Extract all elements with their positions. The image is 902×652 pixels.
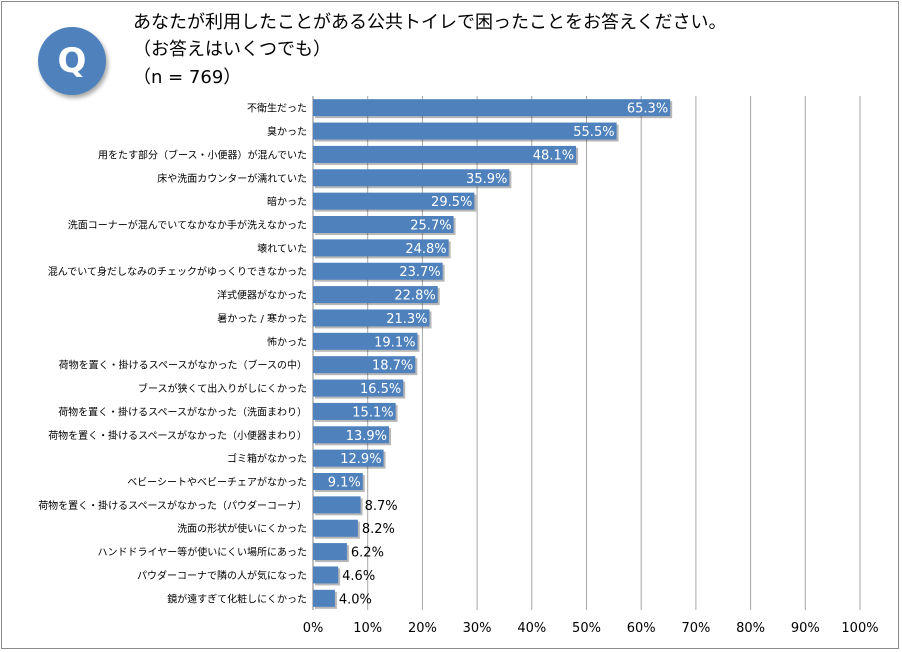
bar bbox=[313, 309, 430, 327]
bar bbox=[313, 402, 396, 420]
bar bbox=[313, 589, 335, 607]
category-label: 洋式便器がなかった bbox=[217, 289, 307, 302]
bar bbox=[313, 169, 510, 187]
value-label: 12.9% bbox=[340, 452, 381, 467]
category-label: 鏡が遠すぎて化粧しにくかった bbox=[167, 592, 307, 605]
bar bbox=[313, 332, 418, 350]
category-label: ベビーシートやベビーチェアがなかった bbox=[127, 476, 307, 489]
question-badge-letter: Q bbox=[57, 41, 87, 81]
category-label: 不衛生だった bbox=[247, 102, 307, 115]
bar bbox=[313, 473, 363, 490]
category-label: 怖かった bbox=[267, 335, 307, 348]
category-label: 荷物を置く・掛けるスペースがなかった（洗面まわり） bbox=[58, 405, 307, 418]
category-label: 荷物を置く・掛けるスペースがなかった（小便器まわり） bbox=[48, 429, 307, 442]
category-label: 洗面コーナーが混んでいてなかなか手が洗えなかった bbox=[68, 219, 307, 232]
sample-size: （n = 769） bbox=[133, 67, 242, 88]
category-label: ゴミ箱がなかった bbox=[227, 452, 307, 465]
category-label: 臭かった bbox=[267, 125, 307, 138]
category-label: ブースが狭くて出入りがしにくかった bbox=[138, 382, 307, 395]
category-label: 暗かった bbox=[267, 195, 307, 208]
value-label: 22.8% bbox=[394, 289, 435, 304]
category-label: 混んでいて身だしなみのチェックがゆっくりできなかった bbox=[48, 265, 307, 278]
x-tick-label: 10% bbox=[353, 621, 382, 636]
value-label: 9.1% bbox=[328, 476, 361, 491]
bar bbox=[313, 122, 617, 140]
x-tick-label: 20% bbox=[408, 621, 437, 636]
category-label: ハンドドライヤー等が使いにくい場所にあった bbox=[98, 546, 308, 559]
value-label: 16.5% bbox=[360, 382, 401, 397]
x-tick-label: 50% bbox=[572, 621, 601, 636]
x-tick-label: 90% bbox=[791, 621, 820, 636]
value-label: 6.2% bbox=[351, 546, 384, 561]
x-tick-label: 80% bbox=[736, 621, 765, 636]
bar bbox=[313, 262, 443, 280]
value-label: 24.8% bbox=[405, 242, 446, 257]
bar bbox=[313, 216, 454, 233]
value-label: 8.7% bbox=[365, 499, 398, 514]
category-label: パウダーコーナで隣の人が気になった bbox=[137, 569, 307, 582]
category-label: 暑かった / 寒かった bbox=[217, 312, 307, 325]
bar bbox=[313, 496, 361, 514]
bar bbox=[313, 543, 347, 561]
value-label: 29.5% bbox=[431, 195, 472, 210]
value-label: 19.1% bbox=[374, 335, 415, 350]
x-tick-label: 30% bbox=[463, 621, 492, 636]
value-label: 4.0% bbox=[339, 592, 372, 607]
bar bbox=[313, 145, 577, 163]
question-note: （お答えはいくつでも） bbox=[133, 39, 331, 60]
value-label: 65.3% bbox=[627, 102, 668, 117]
category-label: 荷物を置く・掛けるスペースがなかった（パウダーコーナ） bbox=[38, 499, 307, 512]
category-label: 壊れていた bbox=[257, 243, 307, 255]
category-label: 用をたす部分（ブース・小便器）が混んでいた bbox=[98, 148, 307, 161]
bar bbox=[313, 239, 449, 257]
question-badge: Q bbox=[38, 27, 106, 95]
bar bbox=[313, 286, 438, 304]
bar bbox=[313, 356, 416, 374]
value-label: 48.1% bbox=[533, 148, 574, 163]
value-label: 8.2% bbox=[362, 522, 395, 537]
bar bbox=[313, 566, 339, 584]
x-tick-label: 70% bbox=[681, 621, 710, 636]
value-label: 35.9% bbox=[466, 172, 507, 187]
x-tick-label: 40% bbox=[517, 621, 546, 636]
bar bbox=[313, 449, 384, 467]
x-tick-label: 60% bbox=[627, 621, 656, 636]
value-label: 55.5% bbox=[573, 125, 614, 140]
bar bbox=[313, 519, 358, 537]
value-label: 23.7% bbox=[399, 265, 440, 280]
value-label: 18.7% bbox=[372, 359, 413, 374]
x-tick-label: 0% bbox=[303, 621, 324, 636]
category-label: 洗面の形状が使いにくかった bbox=[177, 522, 307, 535]
category-label: 床や洗面カウンターが濡れていた bbox=[157, 172, 307, 185]
x-tick-label: 100% bbox=[841, 621, 878, 636]
bar bbox=[313, 99, 671, 117]
value-label: 25.7% bbox=[410, 219, 451, 234]
bar bbox=[313, 379, 404, 397]
value-label: 13.9% bbox=[346, 429, 387, 444]
bar bbox=[313, 426, 390, 444]
bar bbox=[313, 192, 475, 210]
value-label: 15.1% bbox=[352, 405, 393, 420]
value-label: 4.6% bbox=[342, 569, 375, 584]
question-text: あなたが利用したことがある公共トイレで困ったことをお答えください。 bbox=[133, 12, 727, 33]
value-label: 21.3% bbox=[386, 312, 427, 327]
category-label: 荷物を置く・掛けるスペースがなかった（ブースの中） bbox=[59, 359, 307, 372]
